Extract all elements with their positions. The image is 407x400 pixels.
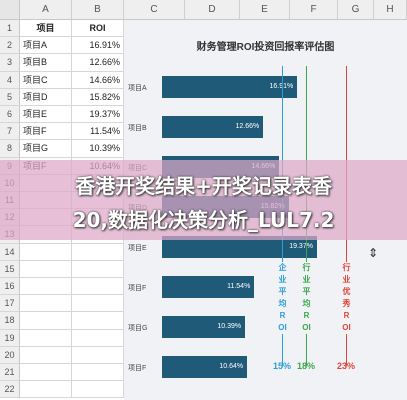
table-cell-empty[interactable] — [72, 364, 124, 382]
table-cell-empty[interactable] — [20, 312, 72, 330]
reference-line-value: 15% — [272, 361, 291, 371]
chart-bar-value-label: 12.66% — [235, 123, 260, 130]
table-cell-empty[interactable] — [20, 243, 72, 261]
table-cell-empty[interactable] — [72, 260, 124, 278]
row-header-7[interactable]: 7 — [0, 123, 20, 141]
resize-cursor-icon: ⇕ — [368, 246, 379, 260]
table-cell-empty[interactable] — [72, 346, 124, 364]
chart-bar[interactable] — [162, 356, 248, 378]
column-header-d[interactable]: D — [185, 0, 240, 20]
table-header-name[interactable]: 项目 — [20, 20, 72, 38]
table-cell-name[interactable]: 项目G — [20, 140, 72, 158]
watermark-banner: 香港开奖结果+开奖记录表香 20,数据化决策分析_LUL7.2 — [0, 160, 407, 240]
table-cell-name[interactable]: 项目A — [20, 37, 72, 55]
chart-category-label: 项目G — [128, 325, 148, 332]
reference-line-label-text: 行业平均ROI — [302, 263, 311, 332]
row-header-6[interactable]: 6 — [0, 106, 20, 124]
table-cell-empty[interactable] — [20, 329, 72, 347]
row-header-16[interactable]: 16 — [0, 278, 20, 296]
table-cell-roi[interactable]: 11.54% — [72, 123, 124, 141]
row-header-19[interactable]: 19 — [0, 329, 20, 347]
table-cell-name[interactable]: 项目E — [20, 106, 72, 124]
table-cell-name[interactable]: 项目D — [20, 88, 72, 106]
reference-line-label: 企业平均ROI — [276, 262, 289, 334]
table-cell-empty[interactable] — [72, 243, 124, 261]
column-header-g[interactable]: G — [338, 0, 374, 20]
table-cell-empty[interactable] — [20, 346, 72, 364]
table-cell-roi[interactable]: 19.37% — [72, 106, 124, 124]
table-cell-empty[interactable] — [20, 260, 72, 278]
chart-title: 财务管理ROI投资回报率评估图 — [196, 42, 335, 53]
chart-bar[interactable] — [162, 316, 246, 338]
column-header-a[interactable]: A — [20, 0, 72, 20]
banner-line-2: 20,数据化决策分析_LUL7.2 — [72, 208, 335, 232]
row-header-14[interactable]: 14 — [0, 243, 20, 261]
table-cell-empty[interactable] — [72, 295, 124, 313]
chart-category-label: 项目E — [128, 245, 147, 252]
row-header-21[interactable]: 21 — [0, 364, 20, 382]
chart-bar-value-label: 16.91% — [255, 83, 294, 90]
row-header-5[interactable]: 5 — [0, 88, 20, 106]
row-header-2[interactable]: 2 — [0, 37, 20, 55]
chart-bar[interactable] — [162, 116, 264, 138]
table-cell-empty[interactable] — [72, 329, 124, 347]
row-header-3[interactable]: 3 — [0, 54, 20, 72]
row-header-17[interactable]: 17 — [0, 295, 20, 313]
reference-line-label: 行业平均ROI — [300, 262, 313, 334]
chart-category-label: 项目A — [128, 85, 147, 92]
table-cell-name[interactable]: 项目B — [20, 54, 72, 72]
table-cell-roi[interactable]: 15.82% — [72, 88, 124, 106]
reference-line-label-text: 行业优秀ROI — [342, 263, 351, 332]
table-cell-roi[interactable]: 16.91% — [72, 37, 124, 55]
table-cell-empty[interactable] — [72, 381, 124, 399]
reference-line-value: 18% — [296, 361, 315, 371]
chart-category-label: 项目B — [128, 125, 147, 132]
chart-category-label: 项目F — [128, 285, 147, 292]
reference-line-value: 23% — [336, 361, 355, 371]
table-cell-name[interactable]: 项目C — [20, 71, 72, 89]
table-cell-roi[interactable]: 10.39% — [72, 140, 124, 158]
row-header-20[interactable]: 20 — [0, 346, 20, 364]
reference-line-label-text: 企业平均ROI — [278, 263, 287, 332]
row-header-22[interactable]: 22 — [0, 381, 20, 399]
select-all-corner[interactable] — [0, 0, 20, 20]
table-cell-empty[interactable] — [72, 278, 124, 296]
column-header-f[interactable]: F — [290, 0, 338, 20]
row-header-4[interactable]: 4 — [0, 71, 20, 89]
table-cell-empty[interactable] — [72, 312, 124, 330]
reference-line-label: 行业优秀ROI — [340, 262, 353, 334]
row-header-15[interactable]: 15 — [0, 260, 20, 278]
chart-bar[interactable] — [162, 76, 298, 98]
chart-bar-value-label: 19.37% — [289, 243, 313, 250]
row-header-8[interactable]: 8 — [0, 140, 20, 158]
column-header-h[interactable]: H — [374, 0, 407, 20]
column-header-b[interactable]: B — [72, 0, 124, 20]
table-cell-empty[interactable] — [20, 364, 72, 382]
chart-category-label: 项目F — [128, 365, 147, 372]
chart-bar[interactable] — [162, 236, 317, 258]
table-cell-name[interactable]: 项目F — [20, 123, 72, 141]
table-cell-empty[interactable] — [20, 295, 72, 313]
table-header-roi[interactable]: ROI — [72, 20, 124, 38]
chart-bar-value-label: 10.39% — [217, 323, 242, 330]
chart-bar-value-label: 11.54% — [227, 283, 251, 290]
table-cell-empty[interactable] — [20, 278, 72, 296]
table-cell-roi[interactable]: 14.66% — [72, 71, 124, 89]
table-cell-roi[interactable]: 12.66% — [72, 54, 124, 72]
column-header-e[interactable]: E — [240, 0, 290, 20]
row-header-1[interactable]: 1 — [0, 20, 20, 38]
row-header-18[interactable]: 18 — [0, 312, 20, 330]
chart-bar-value-label: 10.64% — [219, 363, 244, 370]
banner-line-1: 香港开奖结果+开奖记录表香 — [75, 174, 332, 198]
table-cell-empty[interactable] — [20, 381, 72, 399]
column-header-c[interactable]: C — [124, 0, 185, 20]
chart-bar[interactable] — [162, 276, 255, 298]
